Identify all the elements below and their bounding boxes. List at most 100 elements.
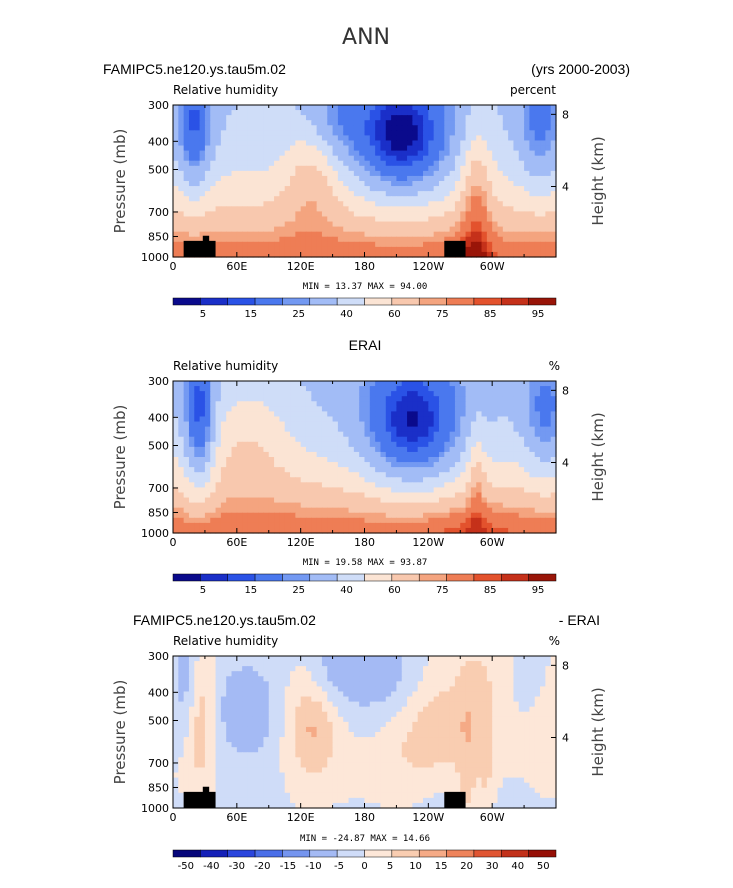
heatmap-cell (268, 125, 275, 131)
heatmap-cell (391, 517, 398, 524)
x-tick-label: 0 (170, 536, 177, 549)
heatmap-cell (337, 105, 344, 111)
heatmap-cell (428, 472, 435, 478)
heatmap-cell (173, 140, 179, 147)
heatmap-cell (194, 165, 201, 172)
heatmap-cell (199, 196, 206, 202)
heatmap-cell (454, 226, 461, 233)
heatmap-cell (476, 522, 483, 529)
heatmap-cell (300, 175, 307, 182)
heatmap-cell (305, 441, 312, 448)
heatmap-cell (460, 492, 467, 499)
heatmap-cell (231, 216, 238, 223)
heatmap-cell (423, 507, 429, 514)
heatmap-cell (412, 130, 419, 136)
heatmap-cell (300, 140, 307, 147)
heatmap-cell (449, 391, 456, 397)
heatmap-cell (396, 206, 403, 212)
heatmap-cell (290, 201, 296, 207)
heatmap-cell (497, 517, 504, 524)
heatmap-cell (412, 451, 419, 458)
heatmap-cell (242, 181, 249, 187)
heatmap-cell (178, 467, 185, 473)
heatmap-cell (199, 426, 206, 433)
heatmap-cell (385, 686, 392, 693)
heatmap-cell (284, 517, 291, 524)
heatmap-cell (444, 145, 451, 152)
heatmap-cell (401, 482, 408, 488)
heatmap-cell (476, 251, 483, 258)
heatmap-cell (438, 125, 445, 131)
heatmap-cell (332, 492, 339, 499)
heatmap-cell (199, 502, 206, 509)
heatmap-cell (290, 175, 296, 182)
heatmap-cell (321, 191, 328, 197)
heatmap-cell (348, 527, 355, 534)
heatmap-cell (433, 482, 440, 488)
heatmap-cell (476, 686, 483, 693)
heatmap-cell (284, 196, 291, 202)
heatmap-cell (454, 451, 461, 458)
heatmap-cell (476, 130, 483, 136)
heatmap-cell (428, 416, 435, 423)
heatmap-cell (476, 206, 483, 212)
heatmap-cell (173, 175, 179, 182)
heatmap-cell (534, 686, 541, 693)
heatmap-cell (540, 426, 546, 433)
heatmap-cell (183, 191, 190, 197)
heatmap-cell (465, 671, 472, 677)
heatmap-cell (194, 666, 201, 672)
heatmap-cell (407, 130, 413, 136)
heatmap-cell (540, 522, 546, 529)
heatmap-cell (348, 681, 355, 687)
heatmap-cell (401, 436, 408, 443)
heatmap-cell (210, 451, 217, 458)
heatmap-cell (502, 467, 509, 473)
heatmap-cell (284, 401, 291, 407)
heatmap-cell (534, 231, 541, 238)
heatmap-cell (337, 406, 344, 412)
heatmap-cell (380, 386, 387, 392)
heatmap-cell (178, 436, 185, 443)
heatmap-cell (199, 115, 206, 121)
heatmap-cell (188, 507, 195, 514)
heatmap-cell (215, 416, 222, 423)
heatmap-cell (290, 661, 296, 667)
heatmap-cell (385, 482, 392, 488)
heatmap-cell (220, 472, 227, 478)
heatmap-cell (290, 676, 296, 682)
heatmap-cell (486, 451, 493, 458)
heatmap-cell (385, 396, 392, 402)
heatmap-cell (215, 686, 222, 693)
heatmap-cell (236, 201, 243, 207)
heatmap-cell (401, 236, 408, 243)
heatmap-cell (236, 656, 243, 662)
heatmap-cell (231, 492, 238, 499)
heatmap-cell (268, 686, 275, 693)
heatmap-cell (391, 401, 398, 407)
heatmap-cell (247, 487, 254, 494)
heatmap-cell (534, 522, 541, 529)
heatmap-cell (258, 656, 265, 662)
heatmap-cell (300, 426, 307, 433)
heatmap-cell (423, 396, 429, 402)
heatmap-cell (534, 446, 541, 453)
heatmap-cell (300, 241, 307, 248)
heatmap-cell (508, 145, 515, 152)
heatmap-cell (332, 246, 339, 253)
heatmap-cell (391, 482, 398, 488)
heatmap-cell (210, 681, 217, 687)
heatmap-cell (226, 686, 233, 693)
heatmap-cell (321, 426, 328, 433)
heatmap-cell (412, 666, 419, 672)
heatmap-cell (380, 175, 387, 182)
heatmap-cell (534, 105, 541, 111)
heatmap-cell (305, 120, 312, 126)
heatmap-cell (513, 231, 520, 238)
heatmap-cell (199, 436, 206, 443)
heatmap-cell (524, 155, 530, 162)
heatmap-cell (290, 451, 296, 458)
heatmap-cell (242, 421, 249, 428)
heatmap-cell (492, 201, 499, 207)
heatmap-cell (178, 512, 185, 519)
